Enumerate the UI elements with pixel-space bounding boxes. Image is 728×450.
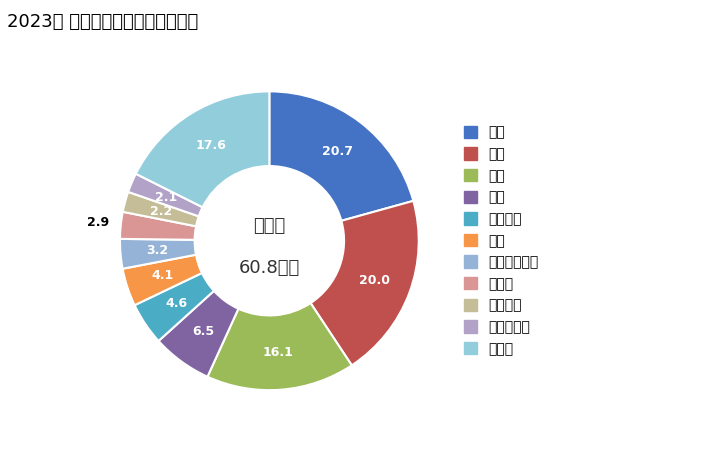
Wedge shape [123,192,199,226]
Text: 3.2: 3.2 [146,244,169,257]
Text: 4.1: 4.1 [151,269,174,282]
Wedge shape [135,273,214,341]
Wedge shape [207,303,352,390]
Wedge shape [120,212,196,240]
Text: 2.1: 2.1 [155,191,177,204]
Wedge shape [122,255,202,305]
Text: 20.7: 20.7 [322,145,352,158]
Text: 2.2: 2.2 [150,205,173,218]
Wedge shape [269,91,414,221]
Text: 4.6: 4.6 [165,297,187,310]
Wedge shape [136,91,269,207]
Text: 20.0: 20.0 [359,274,389,287]
Wedge shape [311,201,419,365]
Text: 2.9: 2.9 [87,216,109,230]
Text: 17.6: 17.6 [195,139,226,152]
Text: 16.1: 16.1 [263,346,293,359]
Text: 総　額: 総 額 [253,217,285,235]
Wedge shape [120,239,196,269]
Text: 2023年 輸出相手国のシェア（％）: 2023年 輸出相手国のシェア（％） [7,14,199,32]
Text: 6.5: 6.5 [192,325,214,338]
Legend: 米国, 中国, 韓国, タイ, ベトナム, 台湾, インドネシア, インド, メキシコ, フィリピン, その他: 米国, 中国, 韓国, タイ, ベトナム, 台湾, インドネシア, インド, メ… [464,126,539,356]
Wedge shape [128,174,202,216]
Wedge shape [159,291,238,377]
Text: 60.8億円: 60.8億円 [239,259,300,277]
